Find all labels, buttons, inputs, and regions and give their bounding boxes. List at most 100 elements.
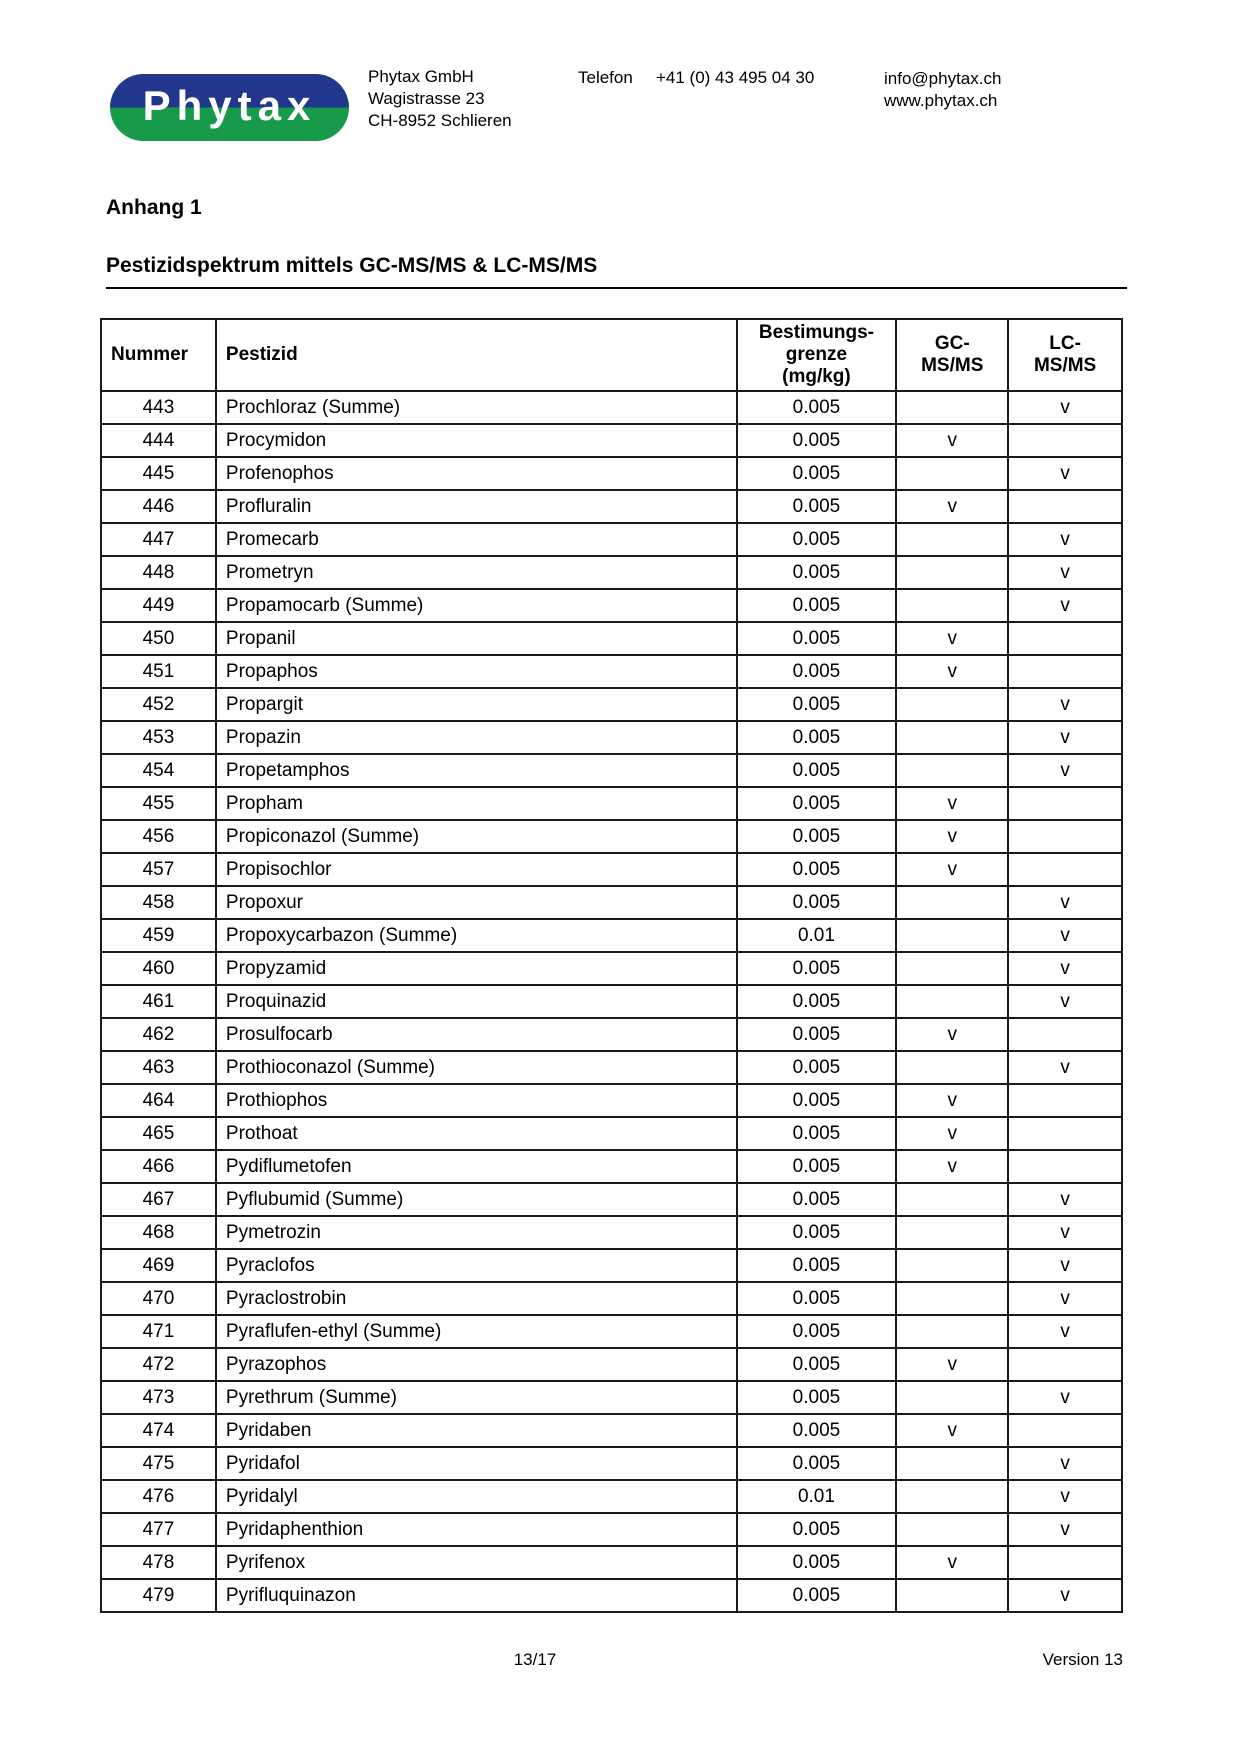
row-gc-mark: v — [895, 489, 1010, 524]
table-row: 450 Propanil 0.005 v — [100, 621, 1123, 656]
row-limit: 0.005 — [735, 555, 898, 590]
row-number: 447 — [100, 522, 217, 557]
row-lc-mark: v — [1007, 687, 1123, 722]
company-street: Wagistrasse 23 — [368, 89, 485, 108]
row-gc-mark — [895, 1512, 1010, 1547]
row-number: 476 — [100, 1479, 217, 1514]
row-pesticide: Pyrazophos — [214, 1347, 738, 1382]
phytax-logo-text: Phytax — [142, 81, 317, 129]
table-row: 467 Pyflubumid (Summe) 0.005 v — [100, 1182, 1123, 1217]
row-number: 470 — [100, 1281, 217, 1316]
row-limit: 0.005 — [735, 720, 898, 755]
row-number: 471 — [100, 1314, 217, 1349]
row-gc-mark: v — [895, 1347, 1010, 1382]
row-pesticide: Profenophos — [214, 456, 738, 491]
row-gc-mark: v — [895, 852, 1010, 887]
row-lc-mark: v — [1007, 1446, 1123, 1481]
row-number: 475 — [100, 1446, 217, 1481]
table-row: 446 Profluralin 0.005 v — [100, 489, 1123, 524]
row-limit: 0.005 — [735, 1116, 898, 1151]
row-limit: 0.005 — [735, 885, 898, 920]
row-lc-mark — [1007, 654, 1123, 689]
row-gc-mark: v — [895, 1545, 1010, 1580]
row-pesticide: Procymidon — [214, 423, 738, 458]
row-gc-mark — [895, 1380, 1010, 1415]
header-pesticide: Pestizid — [214, 318, 738, 392]
row-number: 473 — [100, 1380, 217, 1415]
row-pesticide: Proquinazid — [214, 984, 738, 1019]
row-lc-mark: v — [1007, 588, 1123, 623]
row-gc-mark: v — [895, 654, 1010, 689]
table-row: 479 Pyrifluquinazon 0.005 v — [100, 1578, 1123, 1613]
row-gc-mark — [895, 1050, 1010, 1085]
section-title: Pestizidspektrum mittels GC-MS/MS & LC-M… — [106, 254, 1127, 289]
row-gc-mark — [895, 555, 1010, 590]
row-number: 461 — [100, 984, 217, 1019]
row-limit: 0.005 — [735, 489, 898, 524]
row-pesticide: Pymetrozin — [214, 1215, 738, 1250]
row-lc-mark — [1007, 819, 1123, 854]
row-limit: 0.005 — [735, 621, 898, 656]
row-lc-mark: v — [1007, 1281, 1123, 1316]
row-pesticide: Propham — [214, 786, 738, 821]
row-limit: 0.005 — [735, 1149, 898, 1184]
row-lc-mark — [1007, 1116, 1123, 1151]
row-gc-mark — [895, 390, 1010, 425]
row-lc-mark — [1007, 1413, 1123, 1448]
table-row: 463 Prothioconazol (Summe) 0.005 v — [100, 1050, 1123, 1085]
row-number: 451 — [100, 654, 217, 689]
row-pesticide: Prosulfocarb — [214, 1017, 738, 1052]
pesticide-table: Nummer Pestizid Bestimungs- grenze (mg/k… — [100, 318, 1123, 1613]
table-row: 475 Pyridafol 0.005 v — [100, 1446, 1123, 1481]
row-lc-mark — [1007, 423, 1123, 458]
row-pesticide: Prothiophos — [214, 1083, 738, 1118]
row-gc-mark: v — [895, 621, 1010, 656]
table-row: 443 Prochloraz (Summe) 0.005 v — [100, 390, 1123, 425]
row-gc-mark: v — [895, 819, 1010, 854]
table-row: 457 Propisochlor 0.005 v — [100, 852, 1123, 887]
row-number: 444 — [100, 423, 217, 458]
table-row: 464 Prothiophos 0.005 v — [100, 1083, 1123, 1118]
table-row: 468 Pymetrozin 0.005 v — [100, 1215, 1123, 1250]
row-pesticide: Pyridaben — [214, 1413, 738, 1448]
row-gc-mark — [895, 753, 1010, 788]
row-number: 464 — [100, 1083, 217, 1118]
row-gc-mark — [895, 951, 1010, 986]
row-gc-mark: v — [895, 786, 1010, 821]
row-number: 449 — [100, 588, 217, 623]
row-limit: 0.005 — [735, 1281, 898, 1316]
row-number: 463 — [100, 1050, 217, 1085]
table-row: 447 Promecarb 0.005 v — [100, 522, 1123, 557]
version-label: Version 13 — [1042, 1650, 1123, 1669]
row-pesticide: Pyridalyl — [214, 1479, 738, 1514]
row-gc-mark — [895, 1281, 1010, 1316]
row-pesticide: Pyrifenox — [214, 1545, 738, 1580]
row-number: 458 — [100, 885, 217, 920]
row-limit: 0.005 — [735, 1578, 898, 1613]
table-row: 460 Propyzamid 0.005 v — [100, 951, 1123, 986]
header-gc-msms: GC- MS/MS — [895, 318, 1010, 392]
row-limit: 0.005 — [735, 819, 898, 854]
company-address-block: Phytax GmbH Wagistrasse 23 CH-8952 Schli… — [368, 66, 512, 132]
contact-block: info@phytax.ch www.phytax.ch — [884, 68, 1001, 112]
row-lc-mark — [1007, 852, 1123, 887]
row-lc-mark — [1007, 1545, 1123, 1580]
row-number: 478 — [100, 1545, 217, 1580]
row-gc-mark: v — [895, 1413, 1010, 1448]
row-limit: 0.01 — [735, 918, 898, 953]
row-limit: 0.005 — [735, 753, 898, 788]
row-pesticide: Pyraclofos — [214, 1248, 738, 1283]
table-row: 465 Prothoat 0.005 v — [100, 1116, 1123, 1151]
row-lc-mark — [1007, 489, 1123, 524]
row-pesticide: Promecarb — [214, 522, 738, 557]
row-number: 456 — [100, 819, 217, 854]
row-gc-mark: v — [895, 1017, 1010, 1052]
table-row: 476 Pyridalyl 0.01 v — [100, 1479, 1123, 1514]
table-row: 455 Propham 0.005 v — [100, 786, 1123, 821]
annex-title: Anhang 1 — [106, 196, 202, 219]
row-limit: 0.005 — [735, 654, 898, 689]
header-limit: Bestimungs- grenze (mg/kg) — [735, 318, 898, 392]
row-gc-mark: v — [895, 1149, 1010, 1184]
row-gc-mark — [895, 687, 1010, 722]
row-gc-mark — [895, 1479, 1010, 1514]
